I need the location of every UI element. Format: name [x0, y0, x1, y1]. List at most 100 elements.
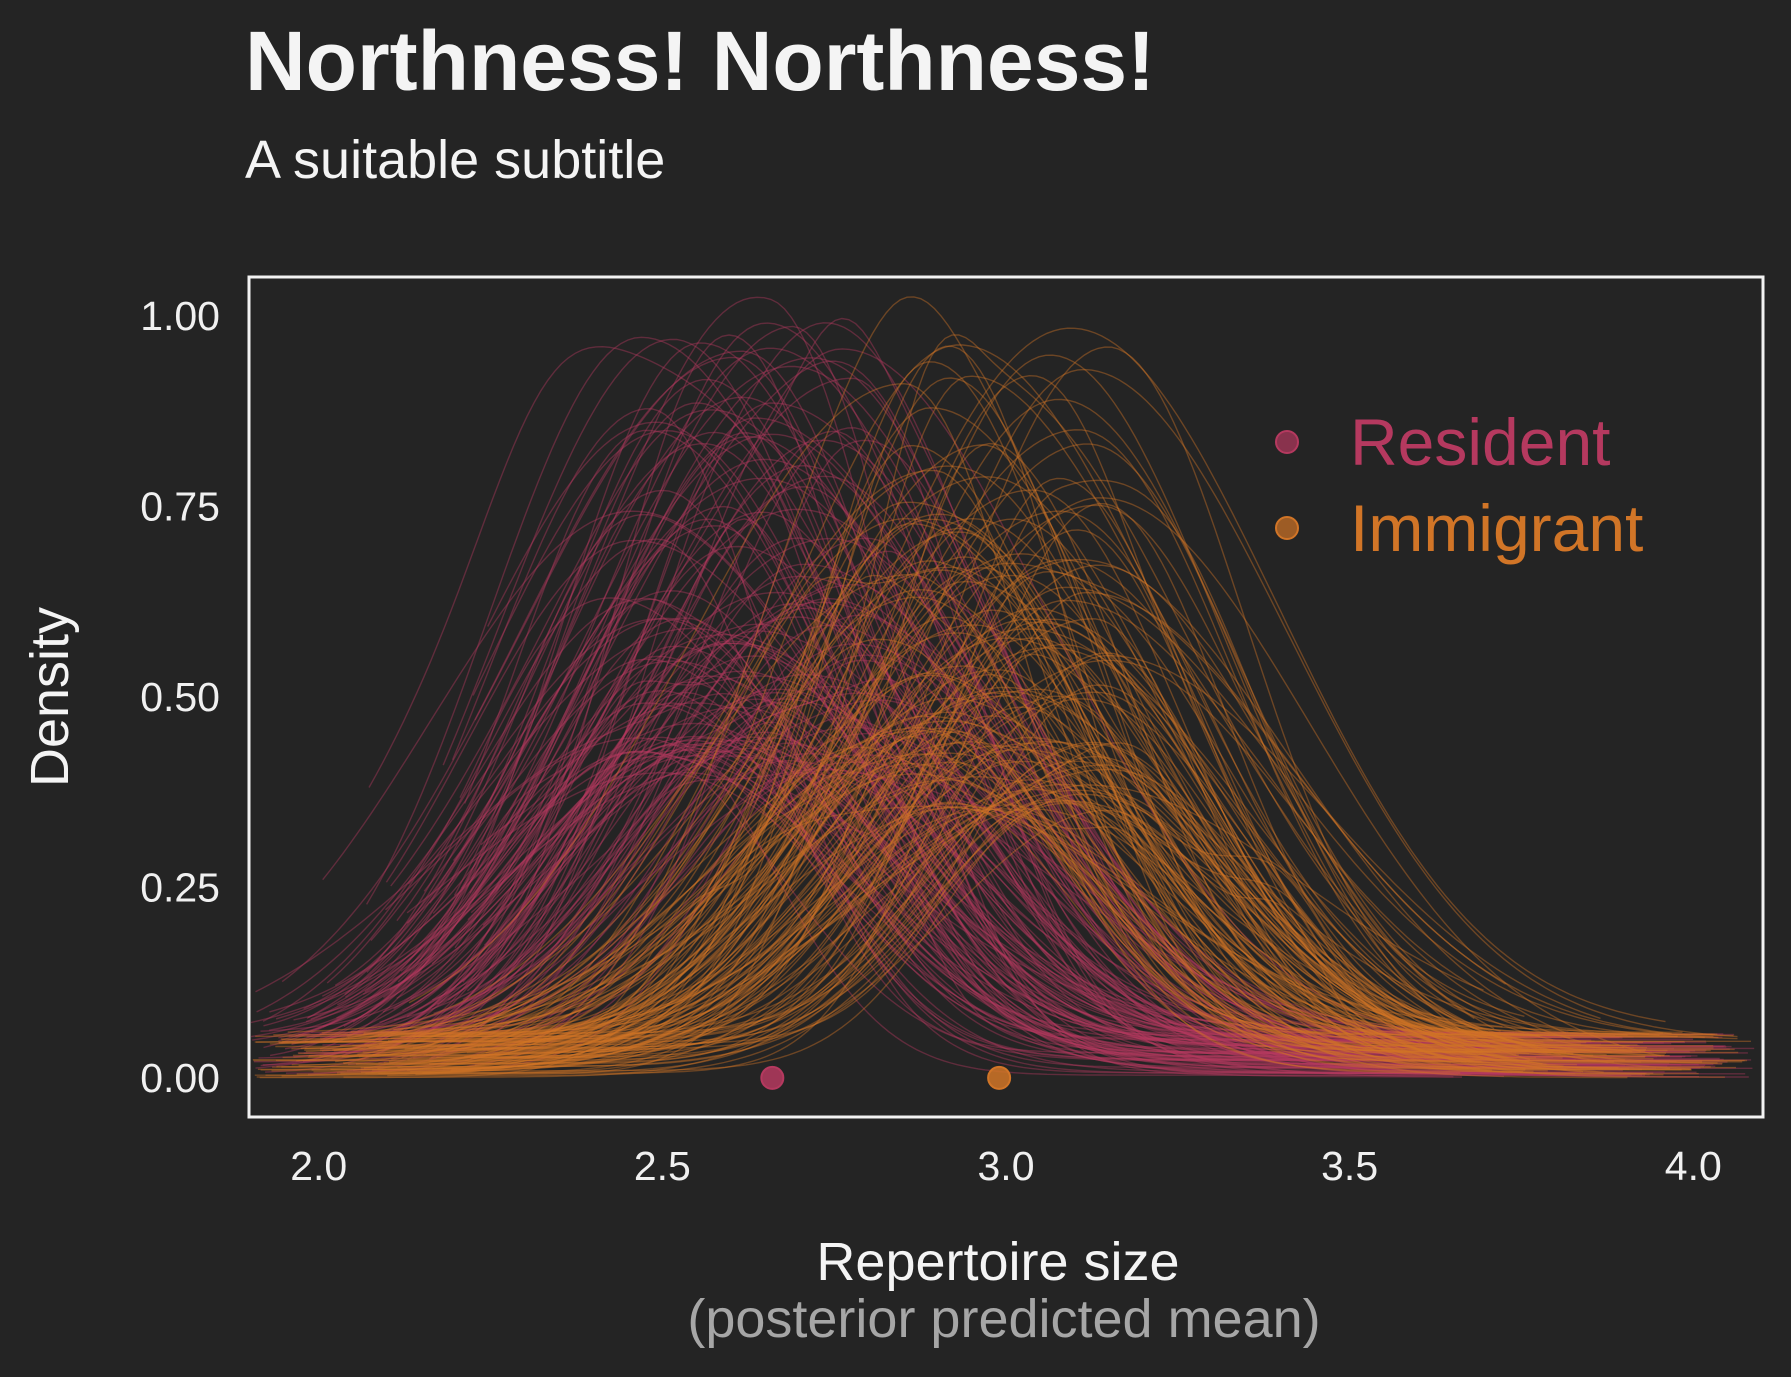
density-draw-line	[343, 617, 1671, 1061]
density-draw-line	[334, 525, 1566, 1041]
density-draw-line	[368, 742, 1648, 1049]
density-draw-line	[355, 659, 1724, 1035]
density-draw-line	[304, 755, 1625, 1050]
density-draw-line	[430, 702, 1463, 1078]
density-draw-line	[479, 574, 1751, 1042]
density-draw-line	[343, 759, 1718, 1064]
legend-label: Immigrant	[1350, 491, 1643, 565]
density-draw-line	[485, 632, 1469, 1070]
density-draw-line	[408, 382, 1482, 1054]
density-draw-line	[353, 427, 1508, 1074]
density-draw-line	[360, 517, 1475, 1071]
mean-points	[760, 1065, 1012, 1090]
density-draw-line	[376, 477, 1490, 1049]
density-draw-line	[432, 688, 1526, 1071]
density-draw-line	[357, 691, 1512, 1074]
density-draw-line	[377, 574, 1553, 1053]
density-draw-line	[460, 624, 1664, 1044]
density-draw-line	[291, 665, 1646, 1052]
density-draw-line	[409, 553, 1654, 1060]
density-draw-line	[481, 674, 1630, 1047]
density-draw-line	[340, 479, 1475, 1074]
density-draw-line	[304, 690, 1501, 1043]
density-draw-line	[343, 760, 1725, 1078]
density-draw-line	[271, 801, 1530, 1072]
density-curves	[250, 296, 1755, 1079]
density-draw-line	[307, 721, 1697, 1073]
density-draw-line	[269, 711, 1638, 1046]
density-draw-line	[298, 429, 1667, 1054]
density-draw-line	[364, 357, 1575, 1058]
density-draw-line	[467, 673, 1541, 1037]
density-draw-line	[262, 486, 1466, 1068]
density-draw-line	[281, 569, 1553, 1042]
density-draw-line	[442, 338, 1454, 1078]
density-draw-line	[319, 342, 1668, 1067]
density-draw-line	[252, 768, 1539, 1061]
density-draw-line	[388, 345, 1482, 1063]
density-draw-line	[284, 545, 1612, 1060]
density-draw-line	[445, 779, 1539, 1038]
density-draw-line	[451, 408, 1470, 1074]
density-draw-line	[308, 522, 1670, 1057]
density-draw-line	[330, 760, 1692, 1071]
density-draw-line	[463, 377, 1735, 1051]
density-draw-line	[263, 623, 1529, 1069]
density-draw-line	[320, 640, 1592, 1043]
density-draw-line	[450, 748, 1654, 1074]
density-draw-line	[487, 421, 1732, 1048]
x-tick-label: 3.0	[978, 1143, 1035, 1189]
density-draw-line	[372, 637, 1665, 1056]
density-draw-line	[432, 669, 1450, 1033]
density-draw-line	[357, 783, 1478, 1056]
density-draw-line	[252, 749, 1730, 1050]
density-draw-line	[466, 402, 1526, 1042]
density-draw-line	[385, 737, 1561, 1056]
density-draw-line	[378, 731, 1534, 1075]
density-draw-line	[352, 325, 1632, 1076]
density-draw-line	[265, 739, 1510, 1075]
density-draw-line	[432, 634, 1609, 1065]
density-draw-line	[406, 764, 1548, 1072]
density-draw-line	[281, 805, 1526, 1077]
density-draw-line	[285, 772, 1647, 1074]
density-draw-line	[454, 689, 1665, 1073]
density-draw-line	[415, 375, 1646, 1076]
density-draw-line	[347, 717, 1488, 1072]
density-draw-line	[321, 746, 1683, 1034]
density-draw-line	[281, 356, 1582, 1059]
density-draw-line	[319, 618, 1523, 1057]
density-draw-line	[467, 735, 1623, 1039]
density-draw-line	[466, 772, 1746, 1075]
density-draw-line	[253, 444, 1745, 1062]
density-draw-line	[332, 730, 1563, 1059]
density-draw-line	[431, 537, 1690, 1052]
density-draw-line	[365, 336, 1508, 1044]
density-draw-line	[390, 559, 1525, 1034]
density-draw-line	[366, 489, 1652, 1053]
legend: Resident Immigrant	[1275, 405, 1643, 565]
density-draw-line	[350, 730, 1472, 1035]
density-draw-line	[365, 808, 1699, 1075]
density-draw-line	[431, 754, 1512, 1060]
density-draw-line	[413, 692, 1706, 1066]
density-draw-line	[429, 802, 1743, 1063]
density-draw-line	[414, 531, 1714, 1049]
density-draw-line	[269, 756, 1569, 1033]
density-draw-line	[298, 752, 1543, 1067]
density-draw-line	[382, 755, 1552, 1055]
density-draw-line	[306, 365, 1682, 1066]
density-draw-line	[343, 599, 1581, 1065]
density-draw-line	[332, 573, 1501, 1052]
density-draw-line	[469, 505, 1549, 1058]
density-draw-line	[482, 747, 1597, 1038]
density-draw-line	[297, 439, 1748, 1054]
density-draw-line	[393, 727, 1734, 1037]
density-draw-line	[250, 748, 1592, 1041]
density-draw-line	[429, 618, 1625, 1065]
density-draw-line	[364, 684, 1581, 1046]
density-draw-line	[255, 699, 1459, 1076]
density-draw-line	[320, 402, 1586, 1061]
x-tick-label: 3.5	[1321, 1143, 1378, 1189]
density-draw-line	[336, 591, 1656, 1069]
